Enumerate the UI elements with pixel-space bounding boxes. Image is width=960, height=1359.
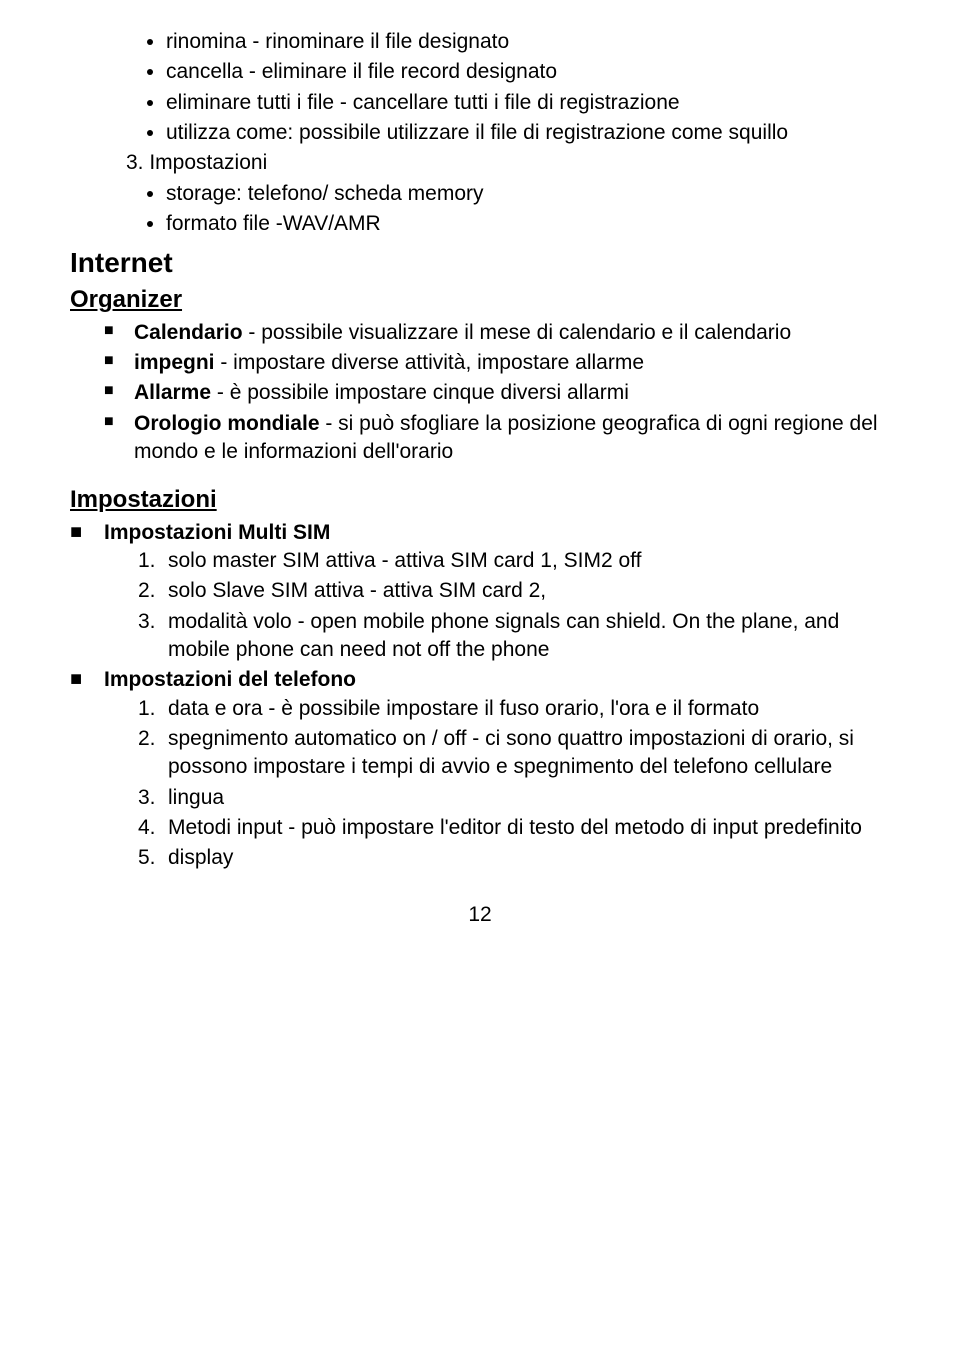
item-text: solo Slave SIM attiva - attiva SIM card …	[168, 579, 546, 602]
telefono-section: Impostazioni del telefono 1. data e ora -…	[70, 666, 890, 872]
item-bold: Orologio mondiale	[134, 412, 320, 435]
item-text: spegnimento automatico on / off - ci son…	[168, 727, 854, 778]
list-item: 5. display	[138, 844, 890, 872]
list-item: 3. modalità volo - open mobile phone sign…	[138, 608, 890, 665]
list-item: cancella - eliminare il file record desi…	[166, 58, 890, 86]
list-item: impegni - impostare diverse attività, im…	[104, 349, 890, 377]
internet-heading: Internet	[70, 244, 890, 282]
list-item: Calendario - possibile visualizzare il m…	[104, 319, 890, 347]
organizer-list: Calendario - possibile visualizzare il m…	[70, 319, 890, 467]
item-text: display	[168, 846, 233, 869]
list-item: utilizza come: possibile utilizzare il f…	[166, 119, 890, 147]
item-text: - è possibile impostare cinque diversi a…	[211, 381, 629, 404]
impostazioni-list: Impostazioni Multi SIM 1. solo master SIM…	[70, 519, 890, 873]
item3-bullet-list: storage: telefono/ scheda memory formato…	[70, 180, 890, 239]
item-number: 2.	[138, 725, 156, 753]
page-number: 12	[70, 901, 890, 929]
list-item: 1. solo master SIM attiva - attiva SIM ca…	[138, 547, 890, 575]
item-number: 3.	[138, 784, 156, 812]
item-text: - possibile visualizzare il mese di cale…	[243, 321, 792, 344]
item-number: 3.	[138, 608, 156, 636]
section-label: Impostazioni Multi SIM	[104, 521, 330, 544]
item-label: 3. Impostazioni	[126, 151, 267, 174]
item-bold: Allarme	[134, 381, 211, 404]
item-number: 4.	[138, 814, 156, 842]
list-item: storage: telefono/ scheda memory	[166, 180, 890, 208]
organizer-heading: Organizer	[70, 284, 890, 316]
list-item: rinomina - rinominare il file designato	[166, 28, 890, 56]
item-number: 1.	[138, 695, 156, 723]
top-bullet-list: rinomina - rinominare il file designato …	[70, 28, 890, 147]
list-item: formato file -WAV/AMR	[166, 210, 890, 238]
item-bold: Calendario	[134, 321, 243, 344]
item-number: 5.	[138, 844, 156, 872]
item-text: solo master SIM attiva - attiva SIM card…	[168, 549, 641, 572]
list-item: Orologio mondiale - si può sfogliare la …	[104, 410, 890, 467]
item-bold: impegni	[134, 351, 215, 374]
impostazioni-heading: Impostazioni	[70, 484, 890, 516]
item-text: lingua	[168, 786, 224, 809]
item-number: 2.	[138, 577, 156, 605]
section-label: Impostazioni del telefono	[104, 668, 356, 691]
list-item: 1. data e ora - è possibile impostare il …	[138, 695, 890, 723]
item-number: 1.	[138, 547, 156, 575]
list-item: 4. Metodi input - può impostare l'editor …	[138, 814, 890, 842]
list-item: 2. solo Slave SIM attiva - attiva SIM car…	[138, 577, 890, 605]
multi-sim-items: 1. solo master SIM attiva - attiva SIM ca…	[104, 547, 890, 664]
item-text: - impostare diverse attività, impostare …	[215, 351, 645, 374]
numbered-item-3: 3. Impostazioni	[126, 149, 890, 177]
list-item: 2. spegnimento automatico on / off - ci s…	[138, 725, 890, 782]
multi-sim-section: Impostazioni Multi SIM 1. solo master SIM…	[70, 519, 890, 665]
list-item: Allarme - è possibile impostare cinque d…	[104, 379, 890, 407]
list-item: 3. lingua	[138, 784, 890, 812]
item-text: modalità volo - open mobile phone signal…	[168, 610, 839, 661]
item-text: data e ora - è possibile impostare il fu…	[168, 697, 759, 720]
telefono-items: 1. data e ora - è possibile impostare il …	[104, 695, 890, 873]
list-item: eliminare tutti i file - cancellare tutt…	[166, 89, 890, 117]
item-text: Metodi input - può impostare l'editor di…	[168, 816, 862, 839]
